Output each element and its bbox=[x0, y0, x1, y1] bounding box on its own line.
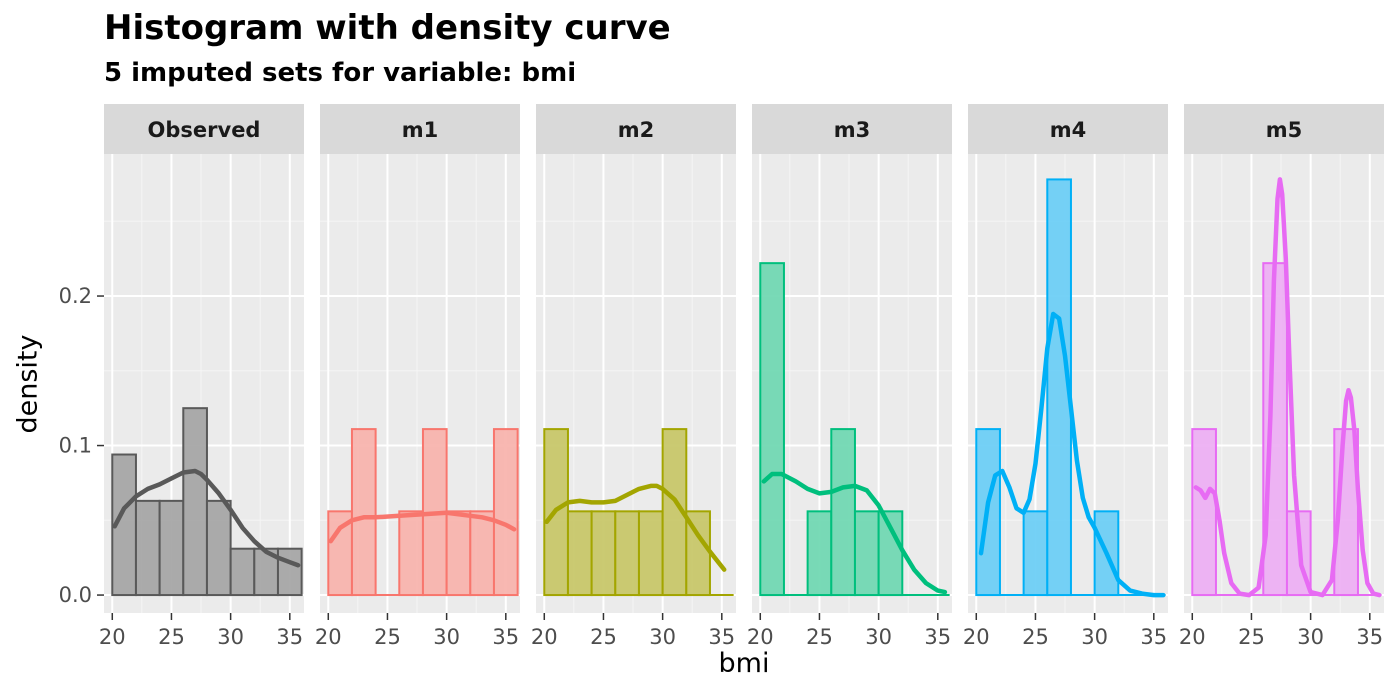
x-tick-label: 20 bbox=[315, 625, 342, 649]
x-tick-label: 35 bbox=[924, 625, 951, 649]
density-curve bbox=[978, 311, 1166, 598]
x-tick-label: 20 bbox=[99, 625, 126, 649]
chart-title: Histogram with density curve bbox=[104, 8, 671, 48]
histogram-bar bbox=[445, 510, 472, 597]
histogram-bar bbox=[566, 510, 593, 597]
density-curve bbox=[1193, 177, 1382, 598]
x-tick-label: 25 bbox=[1022, 625, 1049, 649]
x-tick-label: 30 bbox=[865, 625, 892, 649]
x-axis-label: bmi bbox=[718, 648, 770, 679]
histogram-bar bbox=[1046, 178, 1072, 597]
x-tick-label: 30 bbox=[649, 625, 676, 649]
x-tick-label: 35 bbox=[708, 625, 735, 649]
facet-strip bbox=[752, 104, 952, 154]
histogram-bar bbox=[229, 547, 256, 597]
histogram-bar bbox=[182, 407, 208, 597]
facet-panel-m5: m5 20 25 30 35 bbox=[1179, 104, 1384, 649]
y-tick-label: 0.2 bbox=[59, 284, 92, 308]
facet-strip bbox=[1184, 104, 1384, 154]
x-tick-label: 20 bbox=[963, 625, 990, 649]
x-tick-label: 35 bbox=[1356, 625, 1383, 649]
facet-strip-label: Observed bbox=[148, 118, 261, 142]
facet-panel-observed: Observed 20 25 30 35 bbox=[99, 104, 304, 649]
histogram-bar bbox=[1191, 428, 1217, 597]
facet-strip-label: m3 bbox=[834, 118, 871, 142]
facet-panel-m2: m2 20 25 30 35 bbox=[531, 104, 736, 649]
facet-panel-m3: m3 20 25 30 35 bbox=[747, 104, 952, 649]
density-curve bbox=[761, 471, 948, 595]
density-curve bbox=[112, 468, 301, 568]
y-tick-label: 0.0 bbox=[59, 583, 92, 607]
x-tick-label: 30 bbox=[217, 625, 244, 649]
y-tick-label: 0.1 bbox=[59, 434, 92, 458]
density-curve bbox=[328, 510, 517, 544]
histogram-bar bbox=[590, 510, 617, 597]
histogram-bar bbox=[759, 262, 785, 597]
x-tick-label: 30 bbox=[433, 625, 460, 649]
x-tick-label: 35 bbox=[492, 625, 519, 649]
facet-strip-label: m1 bbox=[402, 118, 439, 142]
facet-strip-label: m2 bbox=[618, 118, 655, 142]
histogram-bar bbox=[350, 428, 377, 597]
x-tick-label: 30 bbox=[1297, 625, 1324, 649]
x-tick-label: 35 bbox=[276, 625, 303, 649]
histogram-bar bbox=[614, 510, 640, 597]
histogram-bar bbox=[398, 510, 424, 597]
x-tick-label: 20 bbox=[1179, 625, 1206, 649]
x-tick-label: 25 bbox=[374, 625, 401, 649]
facet-strip-label: m5 bbox=[1266, 118, 1303, 142]
facet-strip bbox=[536, 104, 736, 154]
histogram-bar bbox=[637, 510, 664, 597]
histogram-bar bbox=[853, 510, 880, 597]
histogram-bar bbox=[276, 547, 303, 597]
facet-panel-m1: m1 20 25 30 35 bbox=[315, 104, 520, 649]
histogram-bar bbox=[469, 510, 495, 597]
histogram-bar bbox=[134, 499, 161, 597]
facet-strip-label: m4 bbox=[1050, 118, 1087, 142]
histogram-bar bbox=[806, 510, 833, 597]
x-tick-label: 30 bbox=[1081, 625, 1108, 649]
histogram-bar bbox=[830, 428, 856, 597]
histogram-bar bbox=[1022, 510, 1049, 597]
x-tick-label: 25 bbox=[590, 625, 617, 649]
chart-subtitle: 5 imputed sets for variable: bmi bbox=[104, 58, 577, 88]
facet-panel-m4: m4 20 25 30 35 bbox=[963, 104, 1168, 649]
histogram-bar bbox=[205, 499, 232, 597]
facet-strip bbox=[104, 104, 304, 154]
histogram-bar bbox=[158, 499, 185, 597]
x-tick-label: 25 bbox=[158, 625, 185, 649]
histogram-bar bbox=[492, 428, 519, 597]
x-tick-label: 20 bbox=[531, 625, 558, 649]
x-tick-label: 25 bbox=[806, 625, 833, 649]
facet-strip bbox=[320, 104, 520, 154]
x-tick-label: 35 bbox=[1140, 625, 1167, 649]
x-tick-label: 20 bbox=[747, 625, 774, 649]
facet-strip bbox=[968, 104, 1168, 154]
x-tick-label: 25 bbox=[1238, 625, 1265, 649]
density-curve bbox=[544, 483, 727, 572]
